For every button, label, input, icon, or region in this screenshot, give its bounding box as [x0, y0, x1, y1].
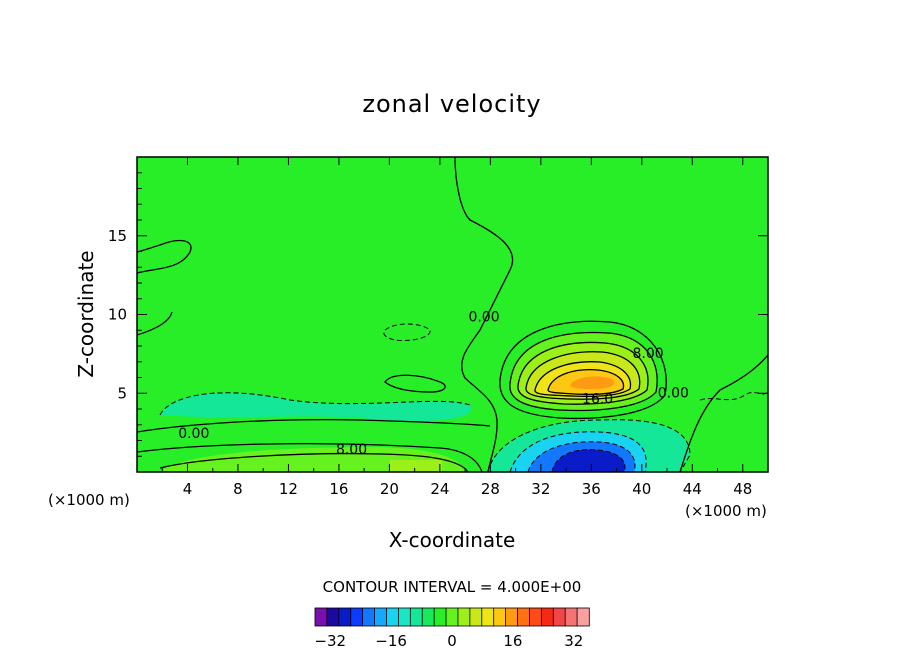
contour-line-zero-contour-main [454, 157, 514, 472]
chart-title: zonal velocity [362, 90, 541, 118]
contour-line-right-edge-contour [679, 354, 768, 472]
colorbar-swatch [314, 607, 328, 627]
x-axis-label: X-coordinate [389, 528, 516, 552]
x-tick-label: 28 [481, 480, 500, 498]
contour-fields [137, 245, 690, 472]
x-tick-label: 24 [430, 480, 449, 498]
contour-line-neg-20 [527, 441, 636, 472]
colorbar-swatch [397, 607, 412, 627]
contour-line-neg-12 [509, 431, 647, 472]
contour-interval-text: CONTOUR INTERVAL = 4.000E+00 [323, 578, 582, 596]
y-axis-label: Z-coordinate [74, 250, 98, 377]
contour-label: 16.0 [582, 392, 613, 408]
contour-line-neg-28 [551, 449, 626, 472]
contour-line-zero-contour-left-lower [137, 311, 173, 336]
x-tick-label: 40 [632, 480, 651, 498]
contour-label: 0.00 [468, 310, 499, 326]
x-unit-left: (×1000 m) [48, 491, 130, 509]
contour-line-zero-contour-island [384, 374, 446, 393]
x-unit-right: (×1000 m) [685, 502, 767, 520]
colorbar-tick-label: −32 [314, 632, 346, 650]
contour-line-jet-8 [509, 331, 658, 412]
colorbar-swatch [421, 607, 435, 627]
field-dark-blue-lower-core [552, 449, 625, 472]
colorbar-swatch [350, 607, 364, 627]
plot-area [137, 157, 768, 472]
contour-line-right-edge-wiggle [699, 391, 768, 401]
x-tick-label: 48 [733, 480, 752, 498]
colorbar-tick-label: 32 [564, 632, 583, 650]
contour-line-jet-4 [499, 320, 667, 420]
colorbar: −32 −16 0 16 32 [314, 607, 590, 650]
contour-line-zero-contour-band [137, 419, 491, 433]
field-jet-core-28 [570, 376, 614, 389]
colorbar-swatch [493, 607, 507, 627]
plot-background-field [137, 157, 768, 472]
colorbar-swatch [362, 607, 376, 627]
colorbar-swatch [552, 607, 566, 627]
contour-label: 8.00 [633, 346, 664, 362]
colorbar-swatch [409, 607, 423, 627]
colorbar-swatch [386, 607, 400, 627]
colorbar-swatch [445, 607, 459, 627]
colorbar-swatch [457, 607, 471, 627]
contour-labels: 0.00 8.00 0.00 16.0 0.00 8.00 [178, 310, 689, 458]
contour-label: 8.00 [336, 442, 367, 458]
contour-line-four-contour-band [137, 442, 483, 472]
field-yellow-strip [390, 460, 442, 472]
colorbar-swatch [505, 607, 519, 627]
colorbar-swatch [564, 607, 578, 627]
x-axis-ticks: 4 8 12 16 20 24 28 32 36 40 44 48 [161, 157, 752, 498]
contour-line-jet-24 [547, 368, 625, 395]
colorbar-swatch [433, 607, 447, 627]
colorbar-swatch [576, 607, 590, 627]
colorbar-tick-label: −16 [375, 632, 407, 650]
x-tick-label: 8 [233, 480, 243, 498]
y-tick-label: 10 [108, 306, 127, 324]
contour-line-neg-left-band [159, 392, 471, 416]
colorbar-swatch [517, 607, 531, 627]
colorbar-tick-label: 0 [447, 632, 457, 650]
y-tick-label: 5 [117, 384, 127, 402]
colorbar-swatch [481, 607, 495, 627]
colorbar-tick-label: 16 [503, 632, 522, 650]
y-tick-label: 15 [108, 227, 127, 245]
x-tick-label: 12 [279, 480, 298, 498]
contour-line-zero-contour-left [137, 239, 192, 274]
contour-label: 0.00 [178, 426, 209, 442]
x-tick-label: 44 [683, 480, 702, 498]
y-axis-ticks: 5 10 15 [108, 172, 768, 457]
colorbar-swatch [374, 607, 388, 627]
x-tick-label: 36 [582, 480, 601, 498]
contour-line-jet-12 [517, 341, 649, 405]
contour-lines [137, 157, 768, 472]
x-tick-label: 32 [531, 480, 550, 498]
field-cyan-left-band [160, 392, 472, 422]
contour-line-eight-contour-band [159, 452, 469, 472]
contour-line-neg-4 [487, 419, 691, 472]
contour-line-jet-16 [525, 351, 641, 400]
contour-label: 0.00 [658, 385, 689, 401]
x-tick-label: 20 [380, 480, 399, 498]
colorbar-swatch [540, 607, 554, 627]
colorbar-swatch [326, 607, 340, 627]
colorbar-swatch [469, 607, 483, 627]
contour-line-neg-left-patch [383, 323, 431, 341]
x-tick-label: 16 [329, 480, 348, 498]
colorbar-swatch [529, 607, 543, 627]
colorbar-swatch [338, 607, 352, 627]
x-tick-label: 4 [183, 480, 193, 498]
contour-line-jet-20 [534, 361, 632, 397]
